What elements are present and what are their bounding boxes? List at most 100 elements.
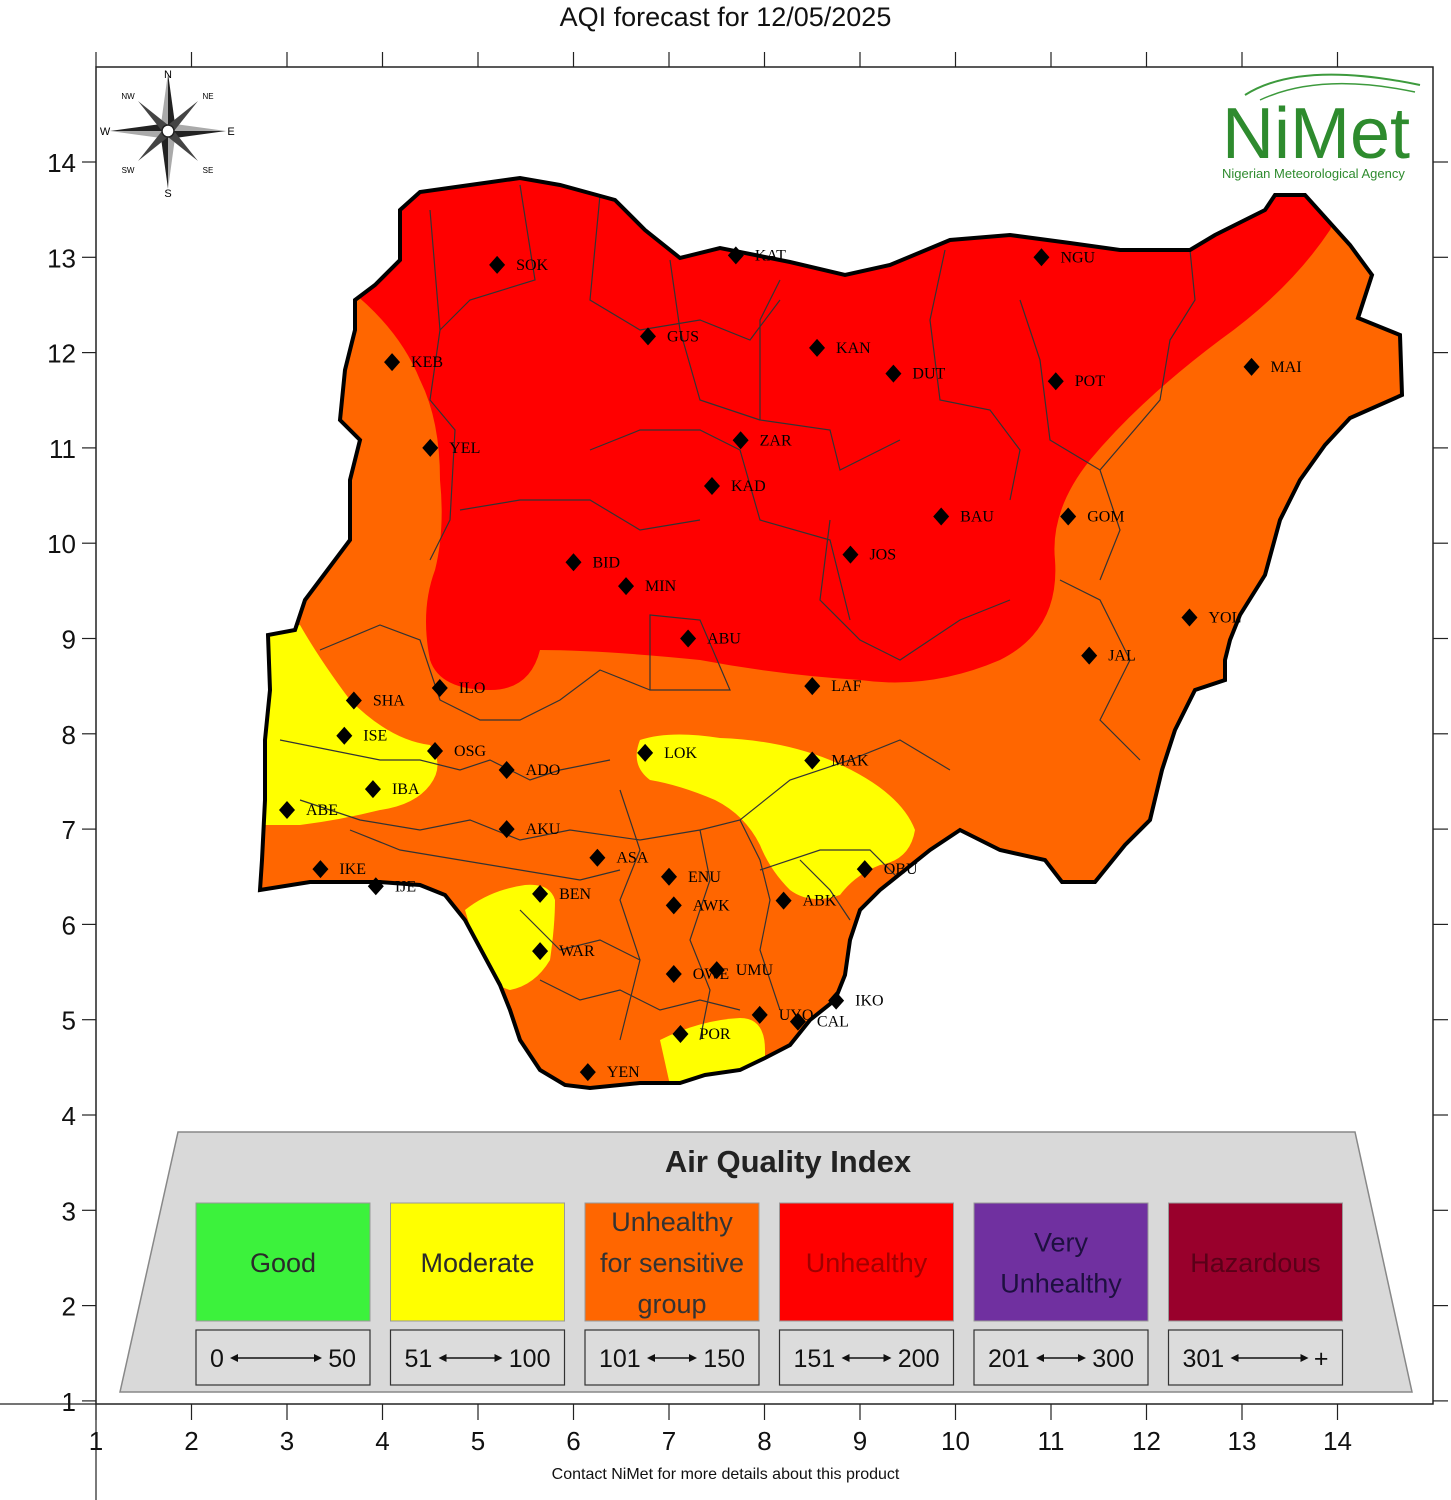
diamond-icon [618, 577, 635, 596]
compass-ne: NE [202, 92, 213, 101]
diamond-icon [336, 726, 353, 745]
range-low: 301 [1183, 1345, 1225, 1373]
x-tick-label: 7 [662, 1426, 676, 1456]
diamond-icon [427, 741, 444, 760]
legend-swatch [779, 1202, 954, 1322]
city-label: MAI [1271, 359, 1302, 376]
legend-label: Moderate [420, 1248, 534, 1278]
city-label: DUT [912, 366, 945, 383]
city-label: BID [593, 554, 621, 571]
diamond-icon [279, 801, 295, 820]
x-tick-label: 12 [1132, 1426, 1161, 1456]
footer-note: Contact NiMet for more details about thi… [551, 1466, 900, 1483]
y-tick-label: 3 [62, 1196, 76, 1226]
range-low: 0 [210, 1345, 224, 1373]
city-label: SHA [373, 692, 405, 709]
legend-item: Unhealthy 151 200 [778, 1202, 955, 1386]
compass-se: SE [203, 166, 214, 175]
city-marker: IKO [828, 991, 884, 1010]
city-marker: UMU [708, 961, 774, 980]
compass-nw: NW [121, 92, 135, 101]
map-title: AQI forecast for 12/05/2025 [559, 2, 892, 32]
city-label: POR [699, 1026, 730, 1043]
zone-moderate-central [636, 734, 915, 899]
city-marker: KAN [809, 338, 871, 357]
arrow-head-right-icon [689, 1354, 697, 1362]
city-label: POT [1075, 373, 1105, 390]
x-tick-label: 5 [471, 1426, 485, 1456]
city-label: MAK [831, 752, 869, 769]
legend-item: Very Unhealthy 201 300 [973, 1202, 1149, 1386]
diamond-icon [589, 848, 606, 867]
city-marker: OSG [427, 741, 486, 760]
city-label: ISE [363, 728, 387, 745]
city-marker: NGU [1033, 248, 1096, 267]
legend-swatch [195, 1202, 371, 1322]
diamond-icon [367, 877, 384, 896]
compass-n: N [164, 69, 172, 81]
x-tick-label: 14 [1323, 1426, 1352, 1456]
diamond-icon [498, 820, 515, 839]
city-marker: IKE [312, 860, 366, 879]
city-marker: POT [1047, 372, 1105, 391]
compass-w: W [100, 126, 111, 138]
x-tick-label: 13 [1228, 1426, 1257, 1456]
aqi-zones [260, 178, 1402, 1088]
city-label: ILO [459, 680, 486, 697]
diamond-icon [661, 867, 677, 886]
city-label: AWK [693, 897, 730, 914]
city-label: BEN [559, 886, 591, 903]
city-label: KAT [755, 247, 786, 264]
arrow-head-right-icon [494, 1354, 503, 1362]
diamond-icon [775, 891, 792, 910]
diamond-icon [708, 961, 725, 980]
city-marker: BAU [933, 507, 994, 526]
diamond-icon [422, 438, 439, 457]
legend-item: Good 0 50 [195, 1202, 371, 1386]
diamond-icon [637, 743, 654, 762]
diamond-icon [885, 364, 902, 383]
city-marker: WAR [532, 942, 595, 961]
y-tick-label: 12 [47, 339, 76, 369]
city-marker: SHA [345, 691, 405, 710]
diamond-icon [384, 353, 401, 372]
diamond-icon [364, 780, 381, 799]
diamond-icon [732, 431, 749, 450]
legend-label: for sensitive [600, 1248, 744, 1278]
range-high: 300 [1092, 1345, 1134, 1373]
city-label: ABU [707, 631, 741, 648]
diamond-icon [1243, 357, 1260, 376]
diamond-icon [1033, 248, 1050, 267]
city-label: YEL [449, 440, 480, 457]
city-marker: YEL [422, 438, 480, 457]
range-high: 50 [328, 1345, 356, 1373]
city-label: GUS [667, 328, 699, 345]
diamond-icon [1081, 646, 1098, 665]
city-label: IKO [855, 993, 883, 1010]
y-tick-label: 9 [62, 625, 76, 655]
diamond-icon [1047, 372, 1064, 391]
city-marker: MAI [1243, 357, 1302, 376]
city-label: ABK [803, 893, 837, 910]
y-tick-label: 7 [62, 815, 76, 845]
city-marker: MAK [804, 751, 869, 770]
legend-swatch [584, 1202, 760, 1322]
diamond-icon [809, 338, 826, 357]
city-marker: ISE [336, 726, 387, 745]
x-tick-label: 10 [941, 1426, 970, 1456]
y-tick-label: 8 [62, 720, 76, 750]
range-high: 200 [898, 1345, 940, 1373]
diamond-icon [751, 1005, 768, 1024]
city-label: ZAR [760, 432, 792, 449]
city-label: KAN [836, 340, 871, 357]
x-tick-label: 6 [566, 1426, 580, 1456]
y-tick-label: 6 [62, 910, 76, 940]
diamond-icon [312, 860, 329, 879]
diamond-icon [804, 751, 821, 770]
arrow-head-left-icon [438, 1354, 447, 1362]
diamond-icon [727, 246, 744, 265]
arrow-head-left-icon [1230, 1354, 1239, 1362]
legend-label: Unhealthy [806, 1248, 928, 1278]
range-low: 201 [988, 1345, 1030, 1373]
city-marker: JOS [842, 545, 896, 564]
